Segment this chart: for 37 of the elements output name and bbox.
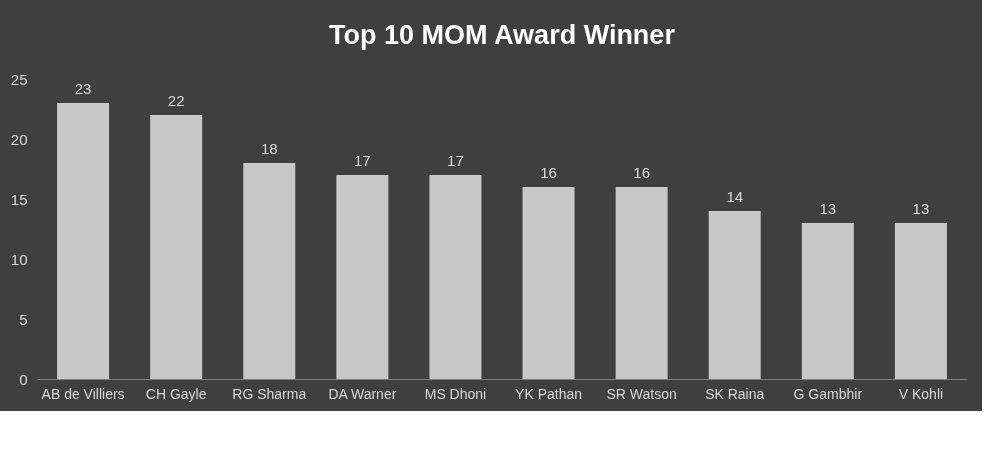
data-label: 17: [447, 152, 464, 169]
y-tick-label: 0: [19, 370, 28, 388]
data-label: 13: [819, 200, 837, 217]
x-tick-label: SR Watson: [606, 385, 677, 402]
x-tick-label: YK Pathan: [515, 385, 583, 402]
x-tick-label: G Gambhir: [793, 385, 863, 402]
bar: [150, 115, 203, 379]
data-label: 23: [74, 80, 92, 97]
x-tick-label: DA Warner: [328, 385, 397, 402]
x-tick-label: V Kohli: [898, 385, 944, 402]
y-tick-label: 25: [10, 70, 28, 88]
data-label: 14: [726, 188, 744, 205]
data-label: 18: [260, 140, 278, 157]
data-label: 13: [912, 200, 930, 217]
bar: [708, 211, 761, 379]
data-label: 17: [354, 152, 371, 169]
bar: [615, 187, 668, 379]
y-tick-label: 5: [19, 310, 28, 328]
bar: [57, 103, 110, 379]
bar: [336, 175, 389, 379]
x-tick-label: MS Dhoni: [424, 385, 487, 402]
data-label: 16: [633, 164, 650, 181]
data-label: 16: [540, 164, 557, 181]
data-label: 22: [167, 92, 185, 109]
bar: [801, 223, 854, 379]
x-tick-label: CH Gayle: [145, 385, 207, 402]
x-tick-label: RG Sharma: [232, 385, 307, 402]
y-tick-label: 20: [10, 130, 28, 148]
bar: [429, 175, 482, 379]
bar: [894, 223, 947, 379]
y-tick-label: 10: [10, 250, 28, 268]
chart-title: Top 10 MOM Award Winner: [329, 20, 676, 50]
x-tick-label: SK Raina: [705, 385, 765, 402]
x-tick-label: AB de Villiers: [41, 385, 125, 402]
y-tick-label: 15: [10, 190, 28, 208]
bar: [243, 163, 296, 379]
bar: [522, 187, 575, 379]
